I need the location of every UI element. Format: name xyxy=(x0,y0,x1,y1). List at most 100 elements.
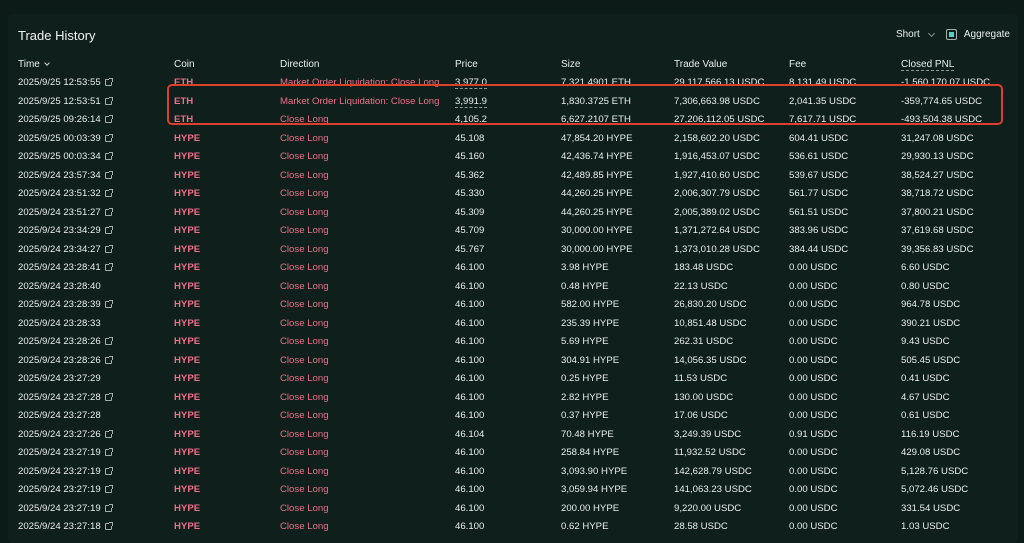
side-filter-dropdown[interactable]: Short xyxy=(895,29,935,40)
trade-price[interactable]: 3,977.0 xyxy=(455,77,488,89)
column-header-time[interactable]: Time xyxy=(18,59,50,70)
column-header-fee: Fee xyxy=(789,59,807,70)
trade-coin[interactable]: HYPE xyxy=(174,280,201,292)
trade-direction: Close Long xyxy=(280,169,329,181)
external-link-icon[interactable] xyxy=(104,244,113,253)
table-row: 2025/9/24 23:51:27 HYPE Close Long 45.309 44… xyxy=(8,203,1018,222)
trade-direction: Close Long xyxy=(280,151,329,162)
trade-fee: 0.00 USDC xyxy=(789,502,838,514)
trade-price: 45.709 xyxy=(455,225,485,236)
trade-coin[interactable]: HYPE xyxy=(174,243,201,255)
trade-time: 2025/9/24 23:27:28 xyxy=(18,392,113,403)
external-link-icon[interactable] xyxy=(104,189,113,197)
trade-coin[interactable]: ETH xyxy=(174,77,194,88)
column-header-closed-pnl[interactable]: Closed PNL xyxy=(901,59,955,71)
trade-value: 9,220.00 USDC xyxy=(674,502,742,514)
trade-value: 2,005,389.02 USDC xyxy=(674,206,760,218)
table-row: 2025/9/24 23:57:34 HYPE Close Long 45.362 42… xyxy=(8,166,1018,185)
trade-direction: Close Long xyxy=(280,206,329,218)
trade-coin[interactable]: HYPE xyxy=(174,225,201,236)
trade-size: 0.25 HYPE xyxy=(561,373,609,384)
side-filter-label: Short xyxy=(895,29,920,40)
trade-size: 0.48 HYPE xyxy=(561,280,609,292)
trade-coin[interactable]: HYPE xyxy=(174,354,201,366)
trade-coin[interactable]: HYPE xyxy=(174,336,201,347)
trade-direction: Market Order Liquidation: Close Long xyxy=(280,95,440,107)
external-link-icon[interactable] xyxy=(104,115,113,123)
external-link-icon[interactable] xyxy=(104,207,113,216)
trade-fee: 8,131.49 USDC xyxy=(789,77,857,88)
trade-coin[interactable]: HYPE xyxy=(174,521,201,532)
table-row: 2025/9/24 23:34:29 HYPE Close Long 45.709 30… xyxy=(8,221,1018,240)
trade-closed-pnl: 0.41 USDC xyxy=(901,373,950,384)
trade-coin[interactable]: HYPE xyxy=(174,447,201,458)
external-link-icon[interactable] xyxy=(104,337,113,345)
trade-history-panel: Trade History Short Aggregate Time Coin … xyxy=(8,14,1018,543)
trade-coin[interactable]: HYPE xyxy=(174,132,201,144)
trade-coin[interactable]: HYPE xyxy=(174,410,201,421)
external-link-icon[interactable] xyxy=(104,429,113,438)
trade-coin[interactable]: HYPE xyxy=(174,391,201,403)
column-header-coin: Coin xyxy=(174,59,195,70)
trade-fee: 0.00 USDC xyxy=(789,280,838,292)
trade-coin[interactable]: HYPE xyxy=(174,465,201,477)
external-link-icon[interactable] xyxy=(104,355,113,364)
external-link-icon[interactable] xyxy=(104,503,113,512)
trade-price: 46.100 xyxy=(455,299,485,310)
external-link-icon[interactable] xyxy=(104,392,113,401)
trade-direction: Close Long xyxy=(280,188,329,199)
trade-closed-pnl: 5,072.46 USDC xyxy=(901,484,969,495)
table-row: 2025/9/24 23:34:27 HYPE Close Long 45.767 30… xyxy=(8,240,1018,259)
trade-price: 46.100 xyxy=(455,410,485,421)
trade-coin[interactable]: HYPE xyxy=(174,188,201,199)
trade-coin[interactable]: HYPE xyxy=(174,151,201,162)
trade-price: 45.767 xyxy=(455,243,485,255)
trade-value: 10,851.48 USDC xyxy=(674,317,747,329)
trade-coin[interactable]: HYPE xyxy=(174,502,201,514)
trade-coin[interactable]: HYPE xyxy=(174,428,201,440)
trade-coin[interactable]: HYPE xyxy=(174,484,201,495)
aggregate-checkbox[interactable] xyxy=(945,29,957,40)
trade-coin[interactable]: HYPE xyxy=(174,317,201,329)
trade-fee: 561.51 USDC xyxy=(789,206,849,218)
trade-direction: Close Long xyxy=(280,280,329,292)
trade-price: 46.100 xyxy=(455,465,485,477)
chevron-down-icon xyxy=(927,29,935,37)
external-link-icon[interactable] xyxy=(104,226,113,234)
trade-size: 30,000.00 HYPE xyxy=(561,225,633,236)
external-link-icon[interactable] xyxy=(104,263,113,271)
external-link-icon[interactable] xyxy=(104,485,113,493)
trade-coin[interactable]: ETH xyxy=(174,95,194,107)
trade-coin[interactable]: HYPE xyxy=(174,206,201,218)
trade-coin[interactable]: HYPE xyxy=(174,262,201,273)
trade-direction: Close Long xyxy=(280,132,329,144)
external-link-icon[interactable] xyxy=(104,152,113,160)
external-link-icon[interactable] xyxy=(104,133,113,142)
sort-descending-icon xyxy=(44,60,50,66)
table-row: 2025/9/24 23:27:19 HYPE Close Long 46.100 25… xyxy=(8,443,1018,462)
trade-size: 3,093.90 HYPE xyxy=(561,465,628,477)
trade-coin[interactable]: HYPE xyxy=(174,373,201,384)
external-link-icon[interactable] xyxy=(104,522,113,530)
trade-price[interactable]: 3,991.9 xyxy=(455,95,488,108)
external-link-icon[interactable] xyxy=(104,448,113,456)
external-link-icon[interactable] xyxy=(104,96,113,105)
external-link-icon[interactable] xyxy=(104,466,113,475)
trade-time: 2025/9/25 09:26:14 xyxy=(18,114,113,125)
trade-time: 2025/9/24 23:27:18 xyxy=(18,521,113,532)
trade-fee: 0.00 USDC xyxy=(789,484,838,495)
trade-fee: 0.00 USDC xyxy=(789,373,838,384)
trade-value: 141,063.23 USDC xyxy=(674,484,752,495)
external-link-icon[interactable] xyxy=(104,78,113,86)
external-link-icon[interactable] xyxy=(104,300,113,308)
trade-fee: 2,041.35 USDC xyxy=(789,95,857,107)
external-link-icon[interactable] xyxy=(104,170,113,179)
trade-value: 7,306,663.98 USDC xyxy=(674,95,760,107)
trade-coin[interactable]: ETH xyxy=(174,114,194,125)
trade-direction: Close Long xyxy=(280,465,329,477)
trade-fee: 0.91 USDC xyxy=(789,428,838,440)
trade-coin[interactable]: HYPE xyxy=(174,169,201,181)
trade-size: 70.48 HYPE xyxy=(561,428,614,440)
trade-size: 6,627.2107 ETH xyxy=(561,114,631,125)
trade-coin[interactable]: HYPE xyxy=(174,299,201,310)
